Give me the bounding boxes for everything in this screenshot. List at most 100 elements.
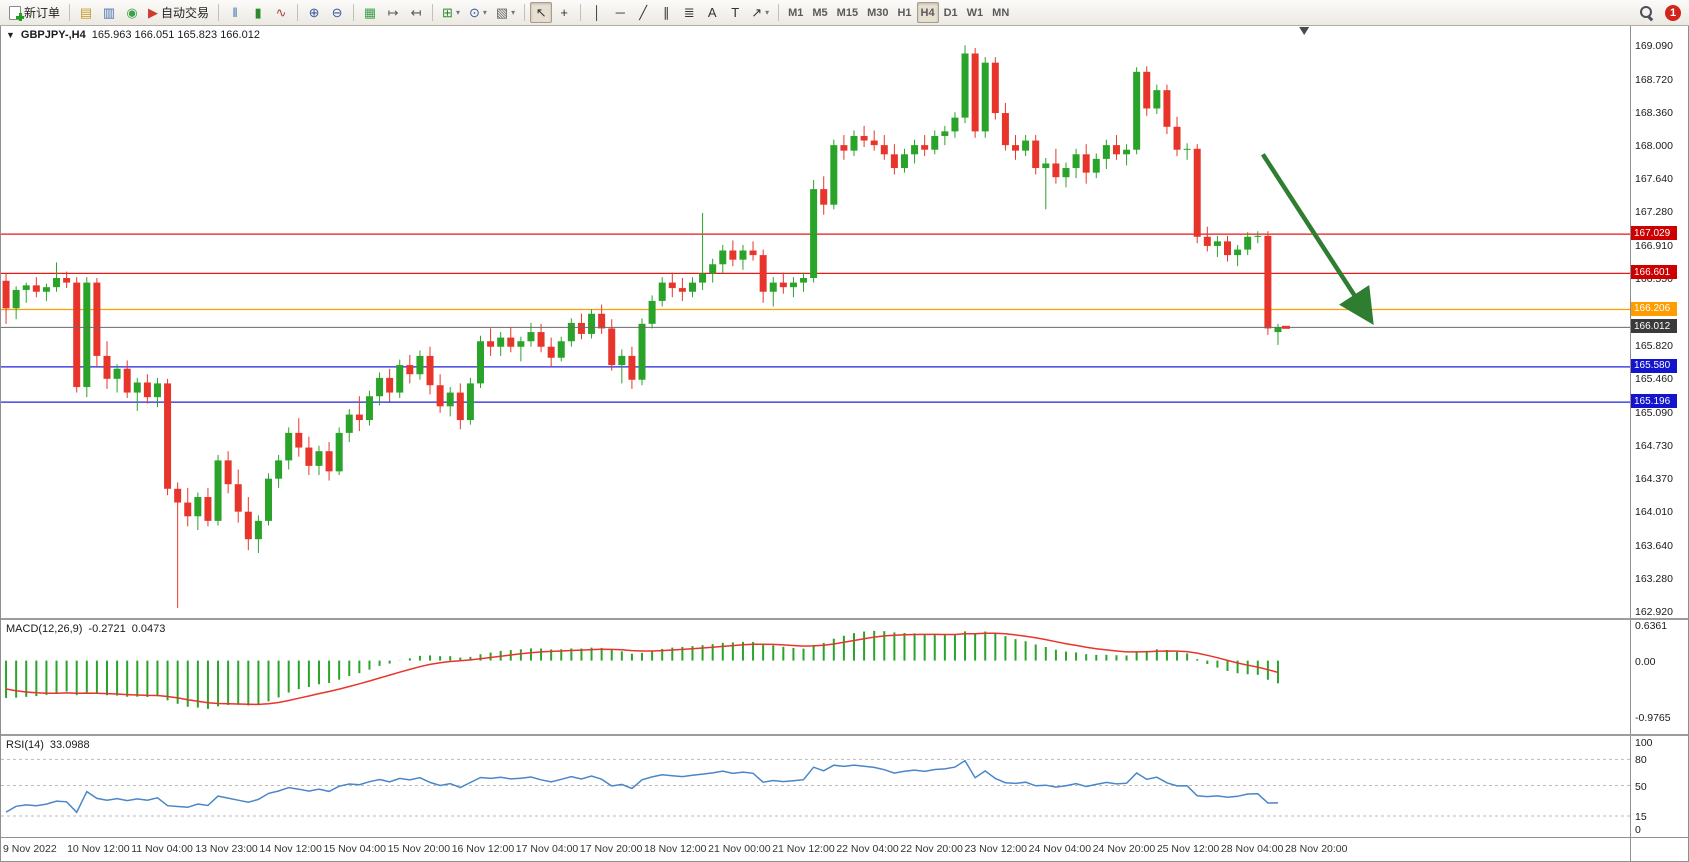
timeframe-h4[interactable]: H4 (916, 2, 939, 23)
price-marker-165.196: 165.196 (1631, 394, 1677, 409)
arrows-button[interactable]: ↗ ▾ (747, 2, 773, 23)
rsi-scale[interactable]: 100 80 50 15 0 (1630, 736, 1688, 837)
timeframe-h1[interactable]: H1 (893, 2, 915, 23)
rsi-value: 33.0988 (49, 739, 90, 751)
templates-button[interactable]: ▧ ▾ (492, 2, 519, 23)
trendline-button[interactable]: ╱ (632, 2, 654, 23)
pane-splitter-rsi[interactable] (1, 734, 1688, 736)
price-tick-label: 163.280 (1635, 572, 1673, 585)
cursor-button[interactable]: ↖ (530, 2, 553, 23)
timeframe-m30[interactable]: M30 (863, 2, 892, 23)
price-chart-canvas[interactable] (1, 26, 1630, 618)
price-tick-label: 167.640 (1635, 173, 1673, 186)
rsi-line (5, 759, 1279, 814)
line-chart-button[interactable]: ∿ (270, 2, 292, 23)
timeframe-d1[interactable]: D1 (940, 2, 962, 23)
trendline-icon: ╱ (639, 5, 648, 20)
price-marker-167.029: 167.029 (1631, 226, 1677, 241)
fibonacci-icon: ≣ (683, 5, 695, 20)
timeframe-m30-label: M30 (867, 6, 889, 19)
ohlc-values: 165.963 166.051 165.823 166.012 (91, 29, 260, 41)
auto-scroll-button[interactable]: ↦ (382, 2, 404, 23)
new-order-button[interactable]: 新订单 (5, 2, 64, 23)
data-window-icon: ▥ (102, 5, 116, 20)
rsi-tick-label: 100 (1635, 737, 1653, 749)
search-button[interactable] (1635, 2, 1658, 23)
candles (2, 45, 1282, 608)
price-tick-label: 166.910 (1635, 240, 1673, 253)
macd-scale[interactable]: 0.6361 0.00 -0.9765 (1630, 620, 1688, 734)
timeframe-m15-label: M15 (836, 6, 859, 19)
rsi-pane: RSI(14) 33.0988 100 80 50 15 0 (1, 736, 1688, 837)
templates-button-caret[interactable]: ▾ (511, 8, 516, 17)
price-scale[interactable]: 169.090 168.720 168.360 168.000 167.640 167.2… (1630, 26, 1688, 618)
price-tick-label: 164.010 (1635, 505, 1673, 518)
market-watch-button[interactable]: ▤ (75, 2, 97, 23)
time-tick-label: 21 Nov 00:00 (708, 843, 771, 855)
autotrading-icon: ▶ (148, 5, 159, 20)
tile-windows-button[interactable]: ▦ (359, 2, 381, 23)
chart-shift-marker[interactable] (1299, 27, 1310, 35)
time-axis[interactable]: 9 Nov 2022 10 Nov 12:00 11 Nov 04:00 13 Nov… (1, 837, 1688, 861)
chart-shift-icon: ↤ (410, 5, 422, 20)
notification-badge[interactable]: 1 (1665, 4, 1681, 21)
price-tick-label: 165.090 (1635, 406, 1673, 419)
timeframe-m15[interactable]: M15 (833, 2, 862, 23)
templates-icon: ▧ (495, 5, 509, 20)
chart-area: ▼ GBPJPY-,H4 165.963 166.051 165.823 166… (0, 26, 1689, 862)
macd-chart-canvas[interactable] (1, 620, 1630, 734)
arrows-button-caret[interactable]: ▾ (765, 8, 770, 17)
chart-shift-button[interactable]: ↤ (405, 2, 427, 23)
time-tick-label: 13 Nov 23:00 (195, 843, 258, 855)
periods-button[interactable]: ⊙ ▾ (465, 2, 491, 23)
autotrading-button[interactable]: ▶ 自动交易 (144, 2, 213, 23)
price-tick-label: 165.820 (1635, 339, 1673, 352)
indicators-button[interactable]: ⊞ ▾ (438, 2, 464, 23)
text-button[interactable]: A (701, 2, 723, 23)
channel-icon: ∥ (662, 5, 670, 20)
crosshair-button[interactable]: + (553, 2, 575, 23)
timeframe-mn-label: MN (992, 6, 1010, 19)
trend-arrow[interactable] (1260, 153, 1374, 325)
zoom-in-icon: ⊕ (308, 5, 320, 20)
indicators-button-caret[interactable]: ▾ (455, 8, 460, 17)
toolbar-separator (580, 4, 582, 21)
price-marker-165.580: 165.580 (1631, 358, 1677, 373)
price-tick-label: 169.090 (1635, 40, 1673, 53)
macd-tick-label: 0.00 (1635, 655, 1656, 668)
zoom-out-button[interactable]: ⊖ (326, 2, 348, 23)
toolbar: 新订单 ▤ ▥ ◉ ▶ 自动交易 ‖ ▮ ∿ ⊕ ⊖ ▦ ↦ ↤ ⊞ ▾ ⊙ ▾ ▧ ▾ ↖ + │ ─ ╱ ∥ ≣ A T ↗ ▾ M1 M5… (0, 0, 1689, 26)
periods-button-caret[interactable]: ▾ (482, 8, 487, 17)
rsi-chart-canvas[interactable] (1, 736, 1630, 837)
channel-button[interactable]: ∥ (655, 2, 677, 23)
timeframe-w1[interactable]: W1 (963, 2, 988, 23)
macd-histogram (5, 630, 1279, 709)
zoom-out-icon: ⊖ (331, 5, 343, 20)
data-window-button[interactable]: ▥ (98, 2, 120, 23)
price-tick-label: 164.730 (1635, 439, 1673, 452)
navigator-button[interactable]: ◉ (121, 2, 143, 23)
bar-chart-icon: ‖ (232, 5, 238, 20)
timeframe-mn[interactable]: MN (988, 2, 1013, 23)
timeframe-m1[interactable]: M1 (784, 2, 807, 23)
indicators-icon: ⊞ (442, 5, 453, 20)
macd-name: MACD(12,26,9) (6, 623, 83, 635)
zoom-in-button[interactable]: ⊕ (303, 2, 325, 23)
label-button[interactable]: T (724, 2, 746, 23)
vertical-line-button[interactable]: │ (586, 2, 608, 23)
timeframe-m5[interactable]: M5 (808, 2, 831, 23)
pane-splitter-macd[interactable] (1, 618, 1688, 620)
macd-tick-label: 0.6361 (1635, 620, 1668, 632)
toolbar-separator (524, 4, 526, 21)
candlestick-chart-button[interactable]: ▮ (247, 2, 269, 23)
rsi-label: RSI(14) 33.0988 (6, 739, 90, 751)
timeframe-m5-label: M5 (812, 6, 828, 19)
bar-chart-button[interactable]: ‖ (224, 2, 246, 23)
fibonacci-button[interactable]: ≣ (678, 2, 700, 23)
horizontal-line-button[interactable]: ─ (609, 2, 631, 23)
chart-title: ▼ GBPJPY-,H4 165.963 166.051 165.823 166… (6, 29, 260, 41)
price-tick-label: 168.720 (1635, 74, 1673, 87)
cursor-icon: ↖ (535, 5, 547, 20)
time-axis-corner (1630, 838, 1688, 861)
one-click-trading-toggle[interactable]: ▼ (6, 30, 15, 40)
